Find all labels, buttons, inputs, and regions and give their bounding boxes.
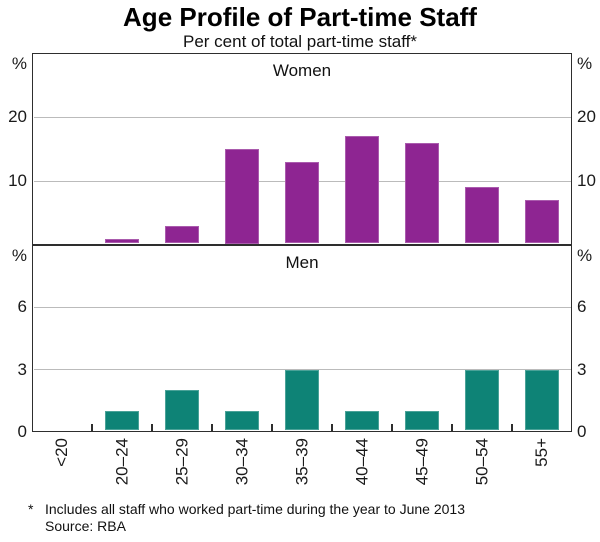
unit-percent-label: %	[11, 54, 27, 73]
unit-percent-label: %	[577, 54, 593, 73]
footnote: * Includes all staff who worked part-tim…	[28, 501, 588, 535]
x-category-label-text: 50–54	[472, 438, 491, 486]
footnote-source: Source: RBA	[45, 518, 126, 534]
x-category-label-text: 45–49	[412, 438, 431, 486]
x-tick	[451, 423, 453, 431]
bar	[165, 390, 199, 431]
bar	[345, 136, 379, 244]
panel-label-men: Men	[285, 253, 319, 272]
bar	[225, 411, 259, 431]
x-tick	[211, 423, 213, 431]
footnote-text: Includes all staff who worked part-time …	[45, 501, 465, 517]
panel-label-women: Women	[272, 61, 332, 80]
bar	[105, 411, 139, 431]
x-tick	[511, 423, 513, 431]
x-tick	[331, 423, 333, 431]
panel-frame	[32, 245, 572, 432]
x-tick	[151, 423, 153, 431]
y-tick-label: 6	[577, 297, 587, 317]
x-category-label-text: 35–39	[292, 438, 311, 486]
bar	[525, 369, 559, 431]
gridline	[33, 306, 571, 308]
chart-title: Age Profile of Part-time Staff	[123, 2, 477, 32]
y-tick-label: 0	[577, 422, 587, 441]
x-tick	[91, 423, 93, 431]
bar	[285, 161, 319, 244]
bar	[405, 411, 439, 431]
x-category-label-text: 20–24	[112, 438, 131, 486]
bar	[225, 149, 259, 244]
y-tick-label: 20	[577, 107, 596, 126]
gridline	[33, 116, 571, 118]
bar	[285, 369, 319, 431]
bar	[345, 411, 379, 431]
x-tick	[271, 423, 273, 431]
y-tick-label: 10	[8, 171, 27, 190]
unit-percent-label: %	[11, 246, 27, 265]
y-tick-label: 3	[17, 359, 27, 379]
bar	[105, 238, 139, 244]
x-category-label-text: 40–44	[352, 438, 371, 486]
bar	[165, 225, 199, 244]
x-category-label-text: 25–29	[172, 438, 191, 486]
x-category-label-text: 30–34	[232, 438, 251, 486]
chart-subtitle: Per cent of total part-time staff*	[182, 32, 417, 51]
x-category-label-text: <20	[52, 438, 71, 467]
bar	[525, 200, 559, 244]
y-tick-label: 10	[577, 171, 596, 190]
x-tick	[391, 423, 393, 431]
x-category-label-text: 55+	[532, 438, 551, 467]
y-tick-label: 0	[17, 422, 27, 441]
bar	[405, 142, 439, 244]
bar	[465, 187, 499, 244]
panel-frame	[32, 53, 572, 245]
unit-percent-label: %	[577, 246, 593, 265]
footnote-marker: *	[28, 501, 34, 517]
y-tick-label: 20	[8, 107, 27, 126]
y-tick-label: 3	[577, 359, 587, 379]
y-tick-label: 6	[17, 297, 27, 317]
bar	[465, 369, 499, 431]
